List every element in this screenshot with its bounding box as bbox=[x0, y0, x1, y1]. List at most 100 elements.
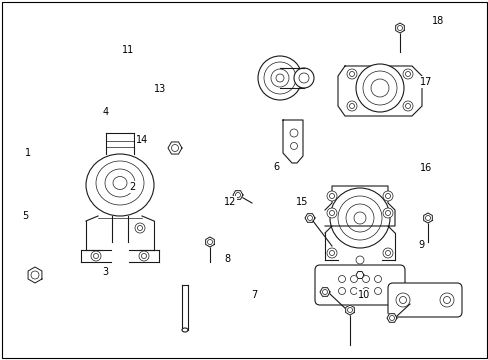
Circle shape bbox=[347, 307, 352, 312]
Polygon shape bbox=[337, 66, 421, 116]
FancyBboxPatch shape bbox=[387, 283, 461, 317]
Circle shape bbox=[362, 71, 396, 105]
Circle shape bbox=[307, 216, 312, 220]
Circle shape bbox=[355, 256, 363, 264]
Circle shape bbox=[395, 293, 409, 307]
Circle shape bbox=[338, 275, 345, 283]
Circle shape bbox=[353, 212, 365, 224]
Circle shape bbox=[382, 248, 392, 258]
Circle shape bbox=[137, 225, 142, 230]
Circle shape bbox=[350, 288, 357, 294]
Circle shape bbox=[270, 69, 288, 87]
FancyBboxPatch shape bbox=[314, 265, 404, 305]
Text: 8: 8 bbox=[224, 254, 230, 264]
Circle shape bbox=[346, 101, 356, 111]
Circle shape bbox=[329, 188, 389, 248]
Ellipse shape bbox=[86, 154, 154, 216]
Circle shape bbox=[382, 191, 392, 201]
Polygon shape bbox=[345, 305, 354, 315]
Circle shape bbox=[405, 104, 409, 108]
Circle shape bbox=[298, 73, 308, 83]
Circle shape bbox=[443, 297, 449, 303]
Circle shape bbox=[362, 275, 369, 283]
Circle shape bbox=[346, 69, 356, 79]
Text: 4: 4 bbox=[102, 107, 108, 117]
Circle shape bbox=[385, 211, 390, 216]
Text: 17: 17 bbox=[419, 77, 432, 87]
Polygon shape bbox=[423, 213, 431, 223]
Text: 10: 10 bbox=[357, 290, 370, 300]
Text: 12: 12 bbox=[223, 197, 236, 207]
Circle shape bbox=[293, 68, 313, 88]
Circle shape bbox=[370, 79, 388, 97]
Circle shape bbox=[402, 69, 412, 79]
Circle shape bbox=[326, 248, 336, 258]
Circle shape bbox=[425, 216, 429, 220]
Circle shape bbox=[326, 208, 336, 218]
Polygon shape bbox=[232, 191, 243, 199]
Circle shape bbox=[399, 297, 406, 303]
Polygon shape bbox=[325, 186, 394, 226]
Circle shape bbox=[382, 208, 392, 218]
Circle shape bbox=[91, 251, 101, 261]
Circle shape bbox=[289, 129, 297, 137]
Circle shape bbox=[439, 293, 453, 307]
Text: 2: 2 bbox=[129, 182, 135, 192]
Circle shape bbox=[337, 196, 381, 240]
Circle shape bbox=[329, 251, 334, 256]
Polygon shape bbox=[283, 120, 303, 163]
Ellipse shape bbox=[182, 328, 187, 332]
Ellipse shape bbox=[96, 161, 143, 205]
Polygon shape bbox=[319, 288, 329, 296]
Circle shape bbox=[31, 271, 39, 279]
Circle shape bbox=[290, 143, 297, 149]
Text: 1: 1 bbox=[25, 148, 31, 158]
Circle shape bbox=[385, 251, 390, 256]
Text: 9: 9 bbox=[418, 240, 424, 250]
Circle shape bbox=[402, 101, 412, 111]
Text: 11: 11 bbox=[122, 45, 134, 55]
Polygon shape bbox=[355, 271, 363, 279]
Ellipse shape bbox=[105, 169, 135, 197]
Text: 7: 7 bbox=[251, 290, 257, 300]
Polygon shape bbox=[28, 267, 42, 283]
Circle shape bbox=[329, 211, 334, 216]
Text: 3: 3 bbox=[102, 267, 108, 277]
Circle shape bbox=[329, 194, 334, 198]
Circle shape bbox=[258, 56, 302, 100]
Text: 15: 15 bbox=[295, 197, 308, 207]
Text: 18: 18 bbox=[430, 16, 443, 26]
Circle shape bbox=[338, 288, 345, 294]
Text: 6: 6 bbox=[273, 162, 279, 172]
Circle shape bbox=[385, 194, 390, 198]
Circle shape bbox=[141, 253, 146, 258]
Circle shape bbox=[275, 74, 284, 82]
Circle shape bbox=[405, 72, 409, 77]
Circle shape bbox=[350, 275, 357, 283]
Text: 14: 14 bbox=[135, 135, 148, 145]
Circle shape bbox=[389, 315, 394, 320]
Circle shape bbox=[235, 193, 240, 198]
Polygon shape bbox=[305, 214, 314, 222]
Circle shape bbox=[397, 26, 402, 31]
Polygon shape bbox=[386, 314, 396, 322]
Circle shape bbox=[93, 253, 98, 258]
Circle shape bbox=[346, 204, 373, 232]
Polygon shape bbox=[168, 142, 182, 154]
Circle shape bbox=[349, 104, 354, 108]
Circle shape bbox=[374, 288, 381, 294]
Circle shape bbox=[322, 289, 327, 294]
Ellipse shape bbox=[113, 176, 127, 189]
Text: 16: 16 bbox=[419, 163, 432, 174]
Circle shape bbox=[264, 62, 295, 94]
Circle shape bbox=[355, 64, 403, 112]
Circle shape bbox=[349, 72, 354, 77]
Circle shape bbox=[374, 275, 381, 283]
Polygon shape bbox=[205, 237, 214, 247]
Circle shape bbox=[207, 239, 212, 244]
Text: 5: 5 bbox=[22, 211, 28, 221]
Circle shape bbox=[326, 191, 336, 201]
Circle shape bbox=[139, 251, 149, 261]
Circle shape bbox=[362, 288, 369, 294]
Circle shape bbox=[135, 223, 145, 233]
